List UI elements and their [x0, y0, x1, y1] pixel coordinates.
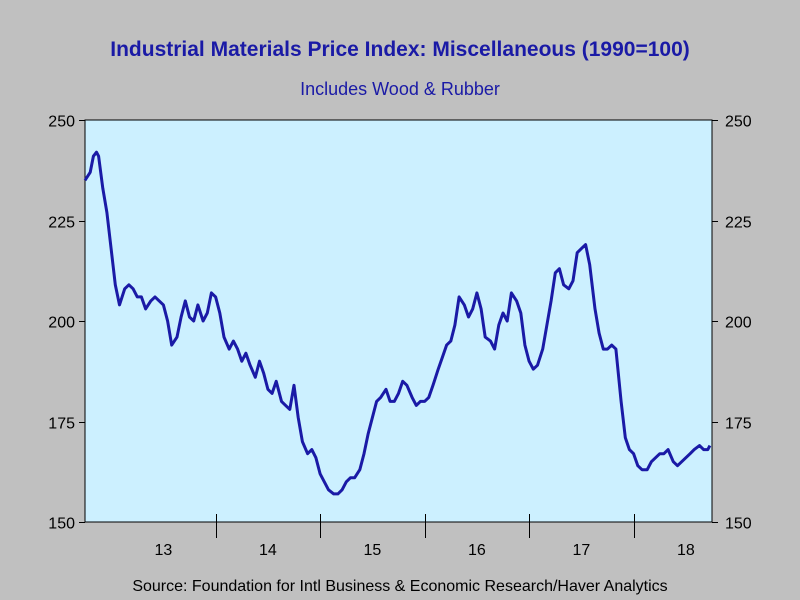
chart-subtitle: Includes Wood & Rubber — [300, 79, 500, 99]
series-line — [83, 150, 712, 496]
y-tick-label-right: 225 — [725, 215, 752, 232]
plot-area — [84, 119, 713, 523]
x-tick-label: 15 — [363, 542, 381, 559]
y-tick-label-left: 250 — [48, 114, 75, 131]
y-tick-label-right: 250 — [725, 114, 752, 131]
x-tick-label: 17 — [572, 542, 590, 559]
x-year-dividers — [216, 514, 635, 538]
source-note: Source: Foundation for Intl Business & E… — [132, 578, 668, 595]
y-axis-right: 250 225 200 175 150 — [712, 114, 752, 533]
x-tick-label: 18 — [677, 542, 695, 559]
y-tick-label-right: 150 — [725, 516, 752, 533]
chart-title: Industrial Materials Price Index: Miscel… — [110, 38, 690, 61]
y-tick-label-left: 175 — [48, 416, 75, 433]
y-tick-label-left: 150 — [48, 516, 75, 533]
x-tick-label: 14 — [259, 542, 277, 559]
y-tick-label-left: 225 — [48, 215, 75, 232]
x-axis: 13 14 15 16 17 18 — [154, 542, 694, 559]
y-axis-left: 250 225 200 175 150 — [48, 114, 85, 533]
y-tick-label-right: 175 — [725, 416, 752, 433]
x-tick-label: 16 — [468, 542, 486, 559]
x-tick-label: 13 — [154, 542, 172, 559]
y-tick-label-right: 200 — [725, 315, 752, 332]
y-tick-label-left: 200 — [48, 315, 75, 332]
